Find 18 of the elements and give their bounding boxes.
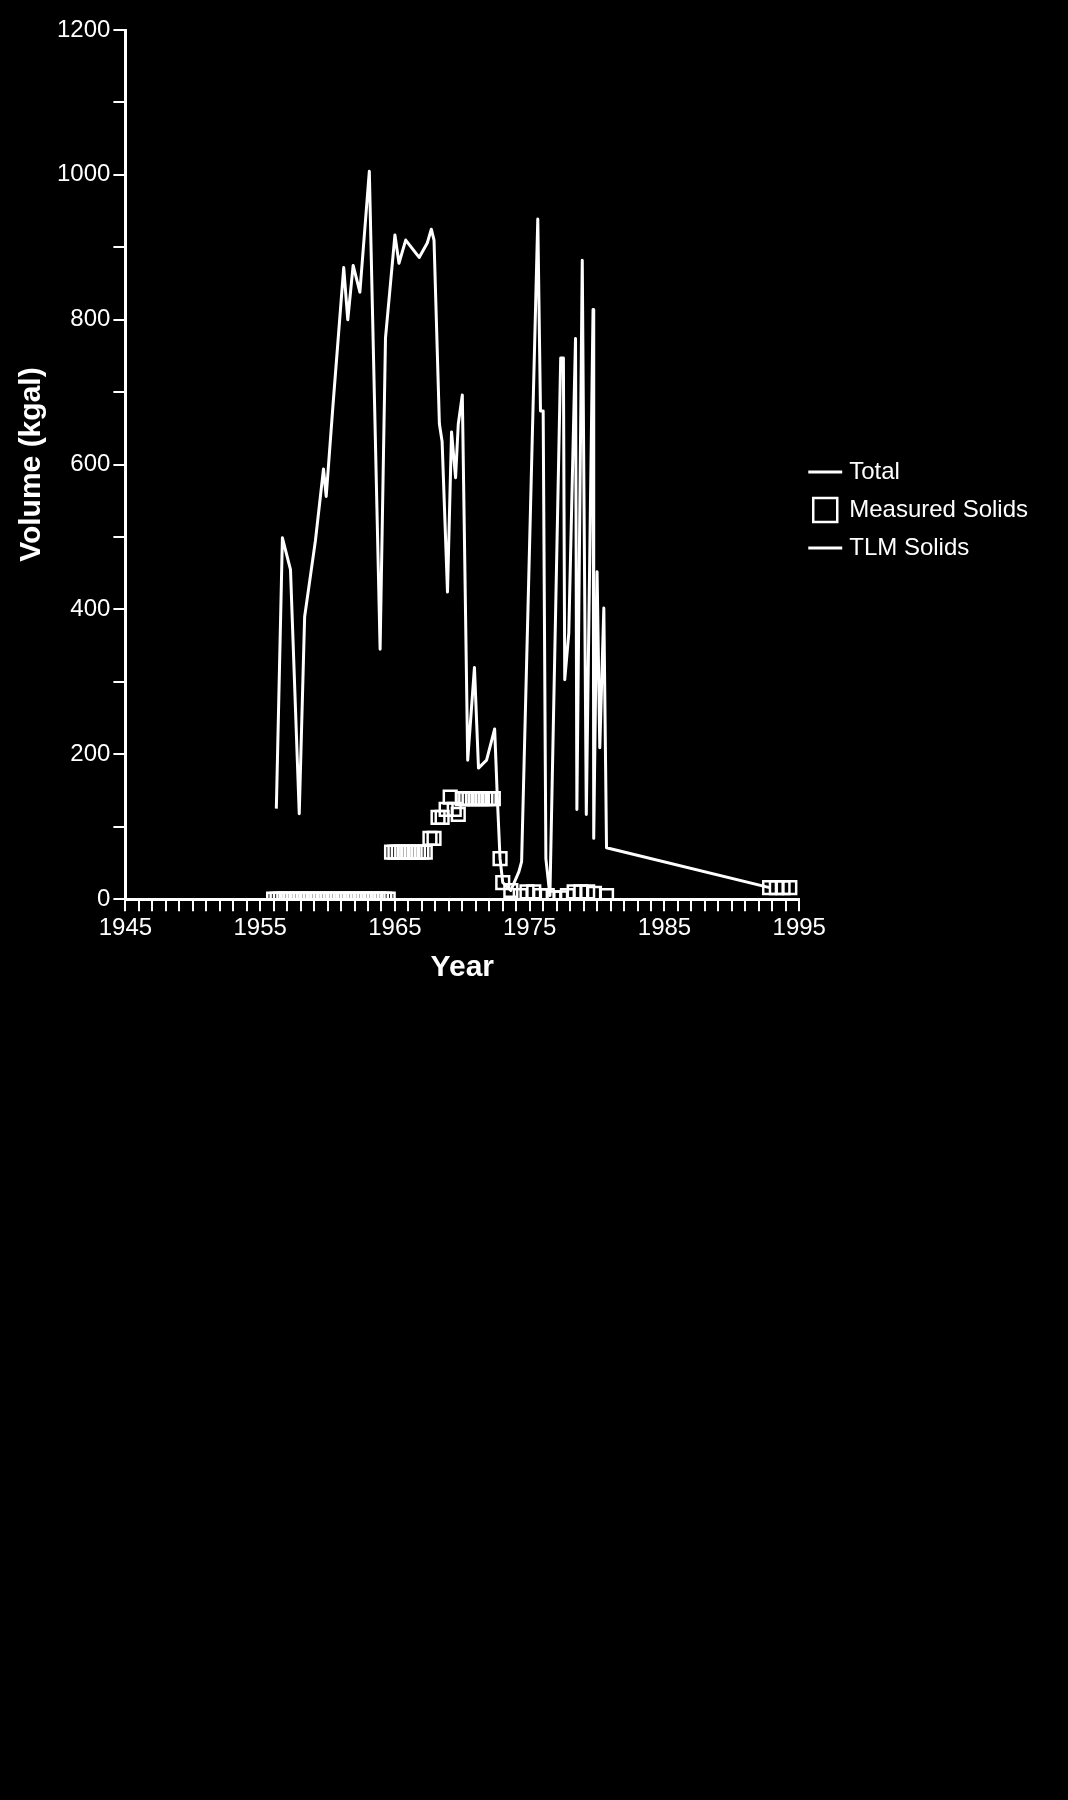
x-tick-label: 1995 [772,913,826,941]
y-tick-label: 0 [97,883,111,911]
y-axis-title: Volume (kgal) [13,367,47,562]
x-tick-label: 1955 [233,913,287,941]
legend-label: TLM Solids [849,532,970,560]
y-tick-label: 1200 [57,14,111,42]
y-tick-label: 800 [70,304,111,332]
legend-label: Total [849,456,900,484]
y-tick-label: 1000 [57,159,111,187]
y-tick-label: 400 [70,594,111,622]
x-tick-label: 1975 [503,913,557,941]
y-tick-label: 600 [70,449,111,477]
x-tick-label: 1945 [98,913,153,941]
x-axis-title: Year [430,949,495,983]
x-tick-label: 1965 [368,913,422,941]
legend-label: Measured Solids [849,494,1029,522]
x-tick-label: 1985 [637,913,692,941]
y-tick-label: 200 [70,738,111,766]
